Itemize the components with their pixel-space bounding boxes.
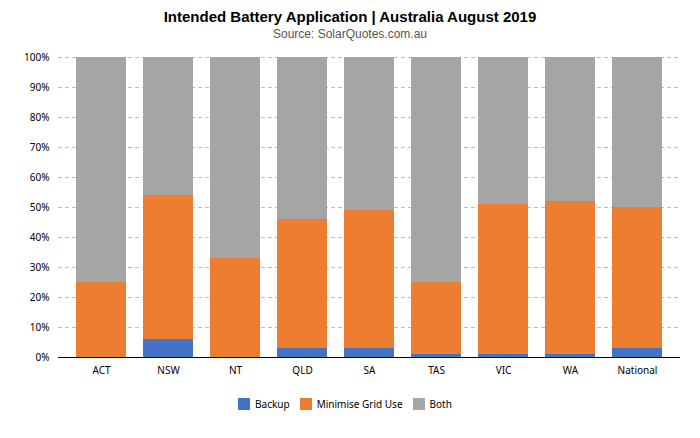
svg-text:WA: WA [563, 363, 579, 377]
svg-text:60%: 60% [30, 170, 50, 184]
svg-text:0%: 0% [35, 350, 49, 364]
svg-text:NSW: NSW [157, 363, 180, 377]
svg-text:National: National [618, 363, 658, 377]
svg-text:70%: 70% [30, 140, 50, 154]
html-text:Both: Both [429, 396, 452, 411]
svg-text:TAS: TAS [428, 363, 445, 377]
svg-text:10%: 10% [30, 320, 50, 334]
html-text:Minimise Grid Use: Minimise Grid Use [316, 396, 403, 411]
svg-text:80%: 80% [30, 110, 50, 124]
svg-text:VIC: VIC [496, 363, 512, 377]
svg-text:40%: 40% [30, 230, 50, 244]
svg-text:30%: 30% [30, 260, 50, 274]
svg-text:ACT: ACT [92, 363, 111, 377]
html-text:Backup: Backup [255, 396, 290, 411]
svg-text:NT: NT [229, 363, 243, 377]
svg-text:100%: 100% [24, 50, 49, 64]
html-text:Intended Battery Application |: Intended Battery Application | Australia… [163, 8, 537, 25]
svg-text:50%: 50% [30, 200, 50, 214]
html-text:Source: SolarQuotes.com.au: Source: SolarQuotes.com.au [273, 27, 427, 41]
svg-text:90%: 90% [30, 80, 50, 94]
svg-text:20%: 20% [30, 290, 50, 304]
svg-text:QLD: QLD [292, 363, 312, 377]
svg-text:SA: SA [364, 363, 376, 377]
